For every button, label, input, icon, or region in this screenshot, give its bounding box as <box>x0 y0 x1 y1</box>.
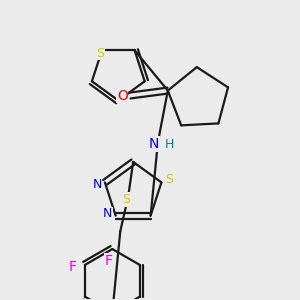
Text: N: N <box>149 137 159 151</box>
Text: S: S <box>122 193 130 206</box>
Text: S: S <box>165 173 173 186</box>
Text: N: N <box>103 207 112 220</box>
Text: O: O <box>117 88 128 103</box>
Text: F: F <box>104 254 112 268</box>
Text: S: S <box>96 47 104 60</box>
Text: H: H <box>165 138 175 151</box>
Text: N: N <box>92 178 102 191</box>
Text: F: F <box>69 260 77 274</box>
